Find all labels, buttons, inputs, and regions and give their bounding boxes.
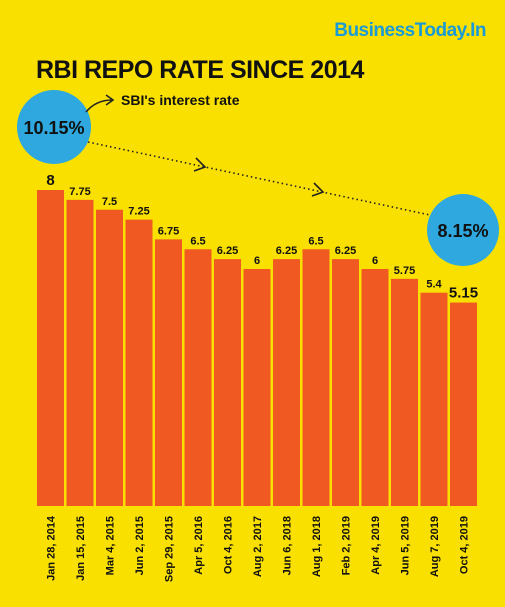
x-tick-label: Aug 1, 2018 xyxy=(311,516,323,577)
bar xyxy=(125,219,153,506)
bar-value-label: 7.25 xyxy=(128,206,149,218)
bar-value-label: 5.75 xyxy=(394,265,415,277)
x-tick-label: Jan 28, 2014 xyxy=(46,515,58,581)
bar xyxy=(332,259,359,506)
bar-value-label: 5.4 xyxy=(426,279,442,291)
trend-arrow-icon xyxy=(311,182,325,197)
x-tick-label: Jun 5, 2019 xyxy=(400,516,412,575)
x-tick-label: Apr 4, 2019 xyxy=(370,516,382,575)
bar xyxy=(214,259,241,506)
trend-dotted-line xyxy=(87,141,431,216)
bars-layer: 8 Jan 28, 2014 7.75 Jan 15, 2015 7.5 Mar 4, 2… xyxy=(37,172,478,582)
bar-value-label: 6.75 xyxy=(158,225,179,237)
bar xyxy=(96,209,123,506)
x-tick-label: Jan 15, 2015 xyxy=(75,516,87,581)
bar-value-label: 6.5 xyxy=(308,235,323,247)
bar-value-label: 6.5 xyxy=(190,235,205,247)
trend-arrow-icon xyxy=(193,157,207,172)
x-tick-label: Oct 4, 2016 xyxy=(223,516,235,574)
bar xyxy=(450,302,477,506)
x-tick-label: Jun 2, 2015 xyxy=(134,516,146,575)
sbi-rate-start-bubble xyxy=(17,90,91,164)
bar xyxy=(184,249,212,506)
annotation-layer: 10.15% 8.15% SBI's interest rate xyxy=(17,90,499,266)
callout-arrow-icon xyxy=(105,94,115,106)
bar xyxy=(361,269,389,506)
bar xyxy=(273,259,300,506)
x-tick-label: Mar 4, 2015 xyxy=(105,516,117,575)
bar-value-label: 8 xyxy=(46,172,54,189)
x-tick-label: Feb 2, 2019 xyxy=(341,516,353,575)
bar-value-label: 7.5 xyxy=(102,196,117,208)
sbi-rate-start-label: 10.15% xyxy=(23,118,84,138)
callout-line xyxy=(85,99,113,113)
bar-value-label: 6 xyxy=(254,255,260,267)
bar-value-label: 6.25 xyxy=(217,245,238,257)
bar xyxy=(302,249,330,506)
bar xyxy=(155,239,182,506)
bar xyxy=(243,269,271,506)
sbi-rate-end-label: 8.15% xyxy=(437,221,488,241)
bar xyxy=(420,292,448,506)
sbi-rate-end-bubble xyxy=(427,194,499,266)
bar-value-label: 6.25 xyxy=(335,245,356,257)
x-tick-label: Oct 4, 2019 xyxy=(459,516,471,574)
bar xyxy=(391,278,418,506)
bar xyxy=(66,199,94,506)
x-tick-label: Sep 29, 2015 xyxy=(164,516,176,582)
sbi-annotation-label: SBI's interest rate xyxy=(121,92,240,108)
x-tick-label: Apr 5, 2016 xyxy=(193,516,205,575)
bar-value-label: 7.75 xyxy=(69,186,90,198)
bar-value-label: 6 xyxy=(372,255,378,267)
brand-logo: BusinessToday.In xyxy=(334,20,486,41)
chart-title: RBI REPO RATE SINCE 2014 xyxy=(36,56,365,84)
bar xyxy=(37,190,64,506)
x-tick-label: Aug 2, 2017 xyxy=(252,516,264,577)
x-tick-label: Aug 7, 2019 xyxy=(429,516,441,577)
x-tick-label: Jun 6, 2018 xyxy=(282,516,294,575)
bar-value-label: 6.25 xyxy=(276,245,297,257)
bar-value-label: 5.15 xyxy=(449,285,478,302)
